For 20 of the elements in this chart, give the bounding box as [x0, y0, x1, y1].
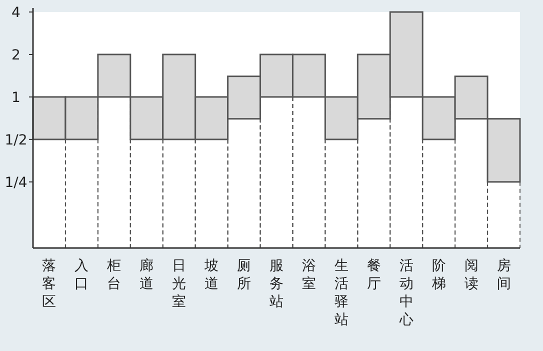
x-tick-label: 活动中心 [398, 258, 414, 328]
x-tick-label: 阅读 [464, 258, 478, 292]
x-tick-label: 厕所 [237, 258, 252, 292]
y-tick-label: 4 [12, 5, 21, 21]
x-tick-label: 房间 [496, 258, 511, 292]
x-tick-label: 浴室 [302, 258, 316, 292]
x-tick-label: 落客区 [42, 258, 56, 310]
y-tick-label: 2 [12, 47, 20, 64]
y-tick-label: 1/2 [4, 132, 28, 148]
x-tick-label: 日光室 [172, 258, 186, 310]
y-tick-label: 1 [12, 90, 20, 106]
x-tick-label: 阶梯 [430, 258, 446, 292]
x-tick-label: 廊道 [140, 258, 154, 292]
y-tick-label: 1/4 [4, 174, 28, 191]
x-tick-label: 服务站 [270, 258, 284, 310]
x-tick-label: 入口 [74, 258, 89, 292]
x-tick-label: 柜台 [106, 258, 122, 292]
x-tick-label: 生活驿站 [334, 258, 348, 328]
x-tick-label: 坡道 [204, 258, 219, 292]
x-tick-label: 餐厅 [366, 258, 381, 292]
